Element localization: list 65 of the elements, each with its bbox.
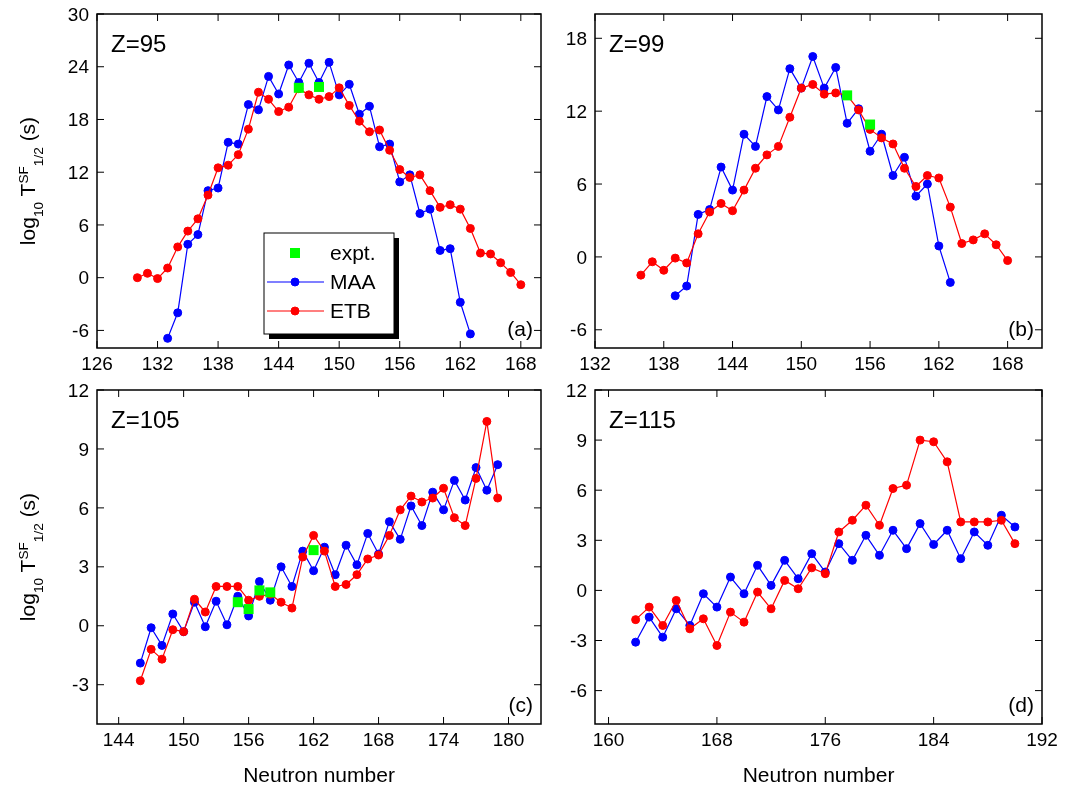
legend-label: MAA	[330, 270, 376, 294]
x-tick-label: 168	[504, 353, 537, 374]
x-tick-label: 144	[102, 729, 135, 750]
x-tick-label: 150	[167, 729, 200, 750]
x-tick-label: 138	[202, 353, 234, 374]
x-tick-label: 156	[854, 353, 886, 374]
y-tick-label: 24	[67, 56, 90, 78]
y-tick-label: 9	[78, 438, 89, 460]
x-tick-label: 192	[1026, 729, 1058, 750]
y-tick-label: 0	[576, 246, 587, 268]
annotation: Z=95	[111, 30, 167, 57]
x-tick-label: 168	[991, 353, 1024, 374]
x-tick-label: 180	[492, 729, 525, 750]
y-tick-label: 0	[78, 615, 89, 637]
y-tick-label: 18	[565, 27, 587, 49]
annotation: (a)	[507, 317, 533, 340]
x-tick-label: 132	[141, 353, 174, 374]
annotation: (d)	[1008, 693, 1034, 716]
y-tick-label: 30	[67, 3, 89, 25]
x-axis-title: Neutron number	[243, 763, 395, 786]
x-tick-label: 160	[592, 729, 625, 750]
x-axis-title: Neutron number	[742, 763, 895, 786]
y-tick-label: 6	[78, 214, 89, 236]
y-tick-label: -6	[72, 320, 89, 342]
y-tick-label: -3	[72, 674, 89, 696]
x-tick-label: 144	[262, 353, 295, 374]
x-tick-label: 150	[785, 353, 818, 374]
legend-label: ETB	[330, 299, 371, 323]
y-tick-label: 6	[78, 497, 89, 519]
x-tick-label: 184	[917, 729, 950, 750]
annotation: (b)	[1008, 317, 1034, 340]
x-tick-label: 126	[81, 353, 113, 374]
annotation: Z=115	[609, 406, 676, 433]
y-tick-label: 9	[576, 429, 587, 451]
y-tick-label: -6	[570, 319, 587, 341]
y-tick-label: 0	[576, 580, 587, 602]
y-tick-label: 12	[565, 379, 587, 401]
x-tick-label: 162	[444, 353, 477, 374]
x-tick-label: 162	[297, 729, 330, 750]
y-tick-label: 12	[67, 161, 89, 183]
x-tick-label: 150	[323, 353, 356, 374]
y-tick-label: 3	[576, 529, 587, 551]
annotation: (c)	[508, 693, 533, 716]
x-tick-label: 156	[232, 729, 265, 750]
legend-label: expt.	[330, 241, 376, 265]
x-tick-label: 138	[647, 353, 680, 374]
y-tick-label: -6	[570, 680, 587, 702]
annotation: Z=105	[111, 406, 180, 433]
y-tick-label: 12	[565, 100, 587, 122]
y-tick-label: 0	[78, 267, 89, 289]
x-tick-label: 168	[362, 729, 395, 750]
y-tick-label: 3	[78, 556, 89, 578]
x-tick-label: 156	[383, 353, 416, 374]
x-tick-label: 162	[922, 353, 955, 374]
y-tick-label: 6	[576, 173, 587, 195]
x-tick-label: 176	[809, 729, 842, 750]
y-tick-label: 12	[67, 379, 89, 401]
x-tick-label: 144	[716, 353, 749, 374]
x-tick-label: 174	[427, 729, 460, 750]
x-tick-label: 132	[579, 353, 611, 374]
y-tick-label: 6	[576, 479, 587, 501]
y-tick-label: -3	[570, 630, 587, 652]
x-tick-label: 168	[701, 729, 733, 750]
annotation: Z=99	[609, 30, 665, 57]
y-tick-label: 18	[67, 109, 89, 131]
